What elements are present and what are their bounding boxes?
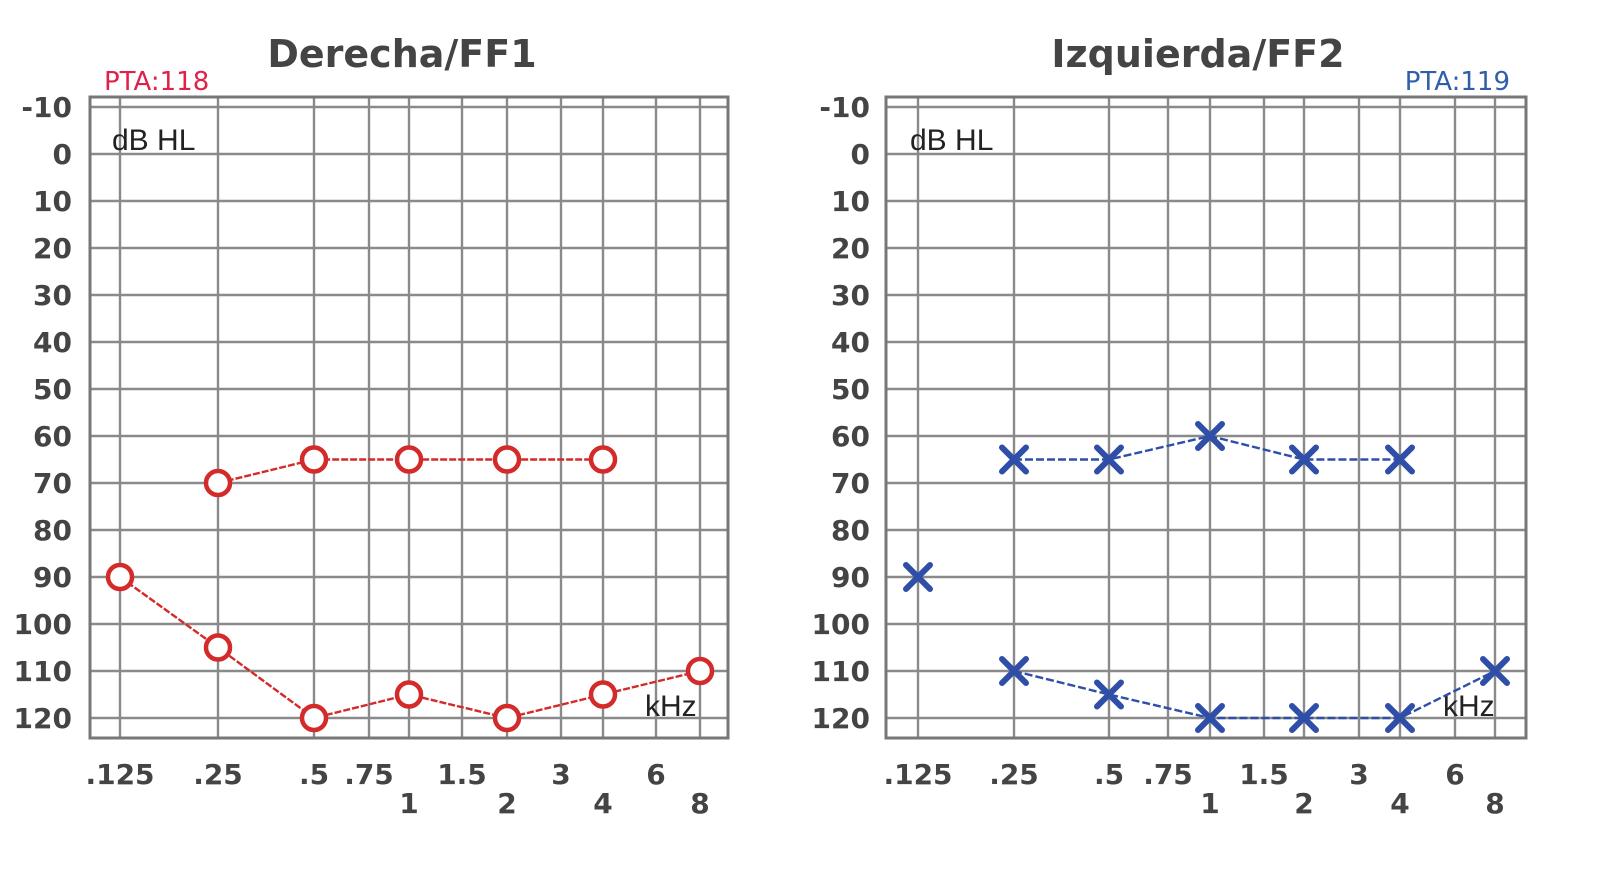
y-tick-label: -10	[819, 91, 870, 124]
data-point-x	[1289, 703, 1319, 733]
y-tick-label: 120	[14, 702, 72, 735]
y-tick-label: 20	[831, 232, 870, 265]
data-point-x	[1385, 444, 1415, 475]
y-tick-label: 30	[33, 279, 72, 312]
x-tick-label: .125	[85, 758, 154, 791]
x-unit-label: kHz	[1443, 690, 1495, 723]
y-tick-label: 70	[831, 467, 870, 500]
y-tick-label: 50	[33, 373, 72, 406]
x-tick-label: .75	[1143, 758, 1193, 791]
x-tick-label: 4	[1390, 787, 1409, 820]
data-point-x	[1480, 656, 1510, 686]
x-tick-label: .25	[989, 758, 1039, 791]
data-point-circle	[588, 680, 618, 709]
data-point-circle	[492, 445, 522, 474]
y-unit-label: dB HL	[112, 124, 195, 157]
data-point-circle	[394, 680, 424, 709]
y-tick-label: 50	[831, 373, 870, 406]
y-tick-label: 80	[33, 514, 72, 547]
y-tick-label: 10	[831, 185, 870, 218]
y-tick-label: 0	[851, 138, 870, 171]
x-tick-label: 1	[1200, 787, 1219, 820]
y-tick-label: 40	[33, 326, 72, 359]
data-point-x	[1195, 421, 1225, 451]
y-tick-label: 60	[831, 420, 870, 453]
y-tick-label: 70	[33, 467, 72, 500]
y-tick-label: -10	[21, 91, 72, 124]
y-tick-label: 0	[53, 138, 72, 171]
x-tick-label: 8	[1485, 787, 1504, 820]
x-tick-label: 3	[1349, 758, 1368, 791]
y-tick-label: 20	[33, 232, 72, 265]
left-ear-audiogram: Izquierda/FF2 PTA:119 -10 0 10 20 30 40 50 60 70 80…	[812, 32, 1528, 820]
data-point-circle	[492, 703, 522, 733]
x-tick-label: 2	[1294, 787, 1313, 820]
data-point-circle	[299, 445, 329, 474]
x-tick-label: 1	[399, 787, 418, 820]
y-tick-label: 120	[812, 702, 870, 735]
plot-frame	[884, 95, 1528, 740]
y-unit-label: dB HL	[910, 124, 993, 157]
y-tick-label: 40	[831, 326, 870, 359]
y-tick-label: 80	[831, 514, 870, 547]
pta-label: PTA:118	[104, 67, 209, 97]
y-tick-label: 100	[812, 608, 870, 641]
data-point-circle	[299, 703, 329, 733]
data-point-x	[1094, 444, 1124, 475]
series-line	[1013, 669, 1496, 720]
data-point-x	[999, 656, 1029, 686]
right-ear-audiogram: Derecha/FF1 PTA:118 -10 0 10 20 30 40 50 60 70 80 90…	[14, 32, 730, 820]
x-tick-label: 4	[593, 787, 612, 820]
data-point-x	[1094, 679, 1124, 710]
x-tick-label: .5	[299, 758, 329, 791]
x-tick-label: 8	[690, 787, 709, 820]
chart-title: Izquierda/FF2	[1051, 32, 1344, 76]
y-tick-label: 90	[831, 561, 870, 594]
y-tick-label: 30	[831, 279, 870, 312]
x-tick-label: 6	[646, 758, 665, 791]
x-tick-label: 6	[1445, 758, 1464, 791]
y-tick-label: 60	[33, 420, 72, 453]
plot-frame	[88, 95, 730, 740]
y-tick-label: 110	[14, 655, 72, 688]
x-tick-label: 1.5	[1239, 758, 1289, 791]
x-unit-label: kHz	[645, 690, 697, 723]
data-point-circle	[588, 445, 618, 474]
y-tick-label: 10	[33, 185, 72, 218]
data-point-x	[1289, 444, 1319, 475]
y-tick-label: 100	[14, 608, 72, 641]
data-point-circle	[203, 468, 233, 498]
x-tick-label: .75	[344, 758, 394, 791]
data-point-x	[903, 562, 933, 592]
x-tick-label: 3	[551, 758, 570, 791]
pta-label: PTA:119	[1405, 67, 1510, 97]
x-tick-label: 2	[497, 787, 516, 820]
x-tick-label: 1.5	[437, 758, 487, 791]
chart-title: Derecha/FF1	[267, 32, 536, 76]
data-point-circle	[203, 633, 233, 662]
x-tick-label: .25	[193, 758, 243, 791]
x-tick-label: .5	[1094, 758, 1124, 791]
y-tick-label: 110	[812, 655, 870, 688]
data-point-x	[1195, 703, 1225, 733]
data-point-x	[1385, 703, 1415, 733]
data-point-circle	[394, 445, 424, 474]
y-tick-label: 90	[33, 561, 72, 594]
x-tick-label: .125	[883, 758, 952, 791]
data-point-circle	[105, 562, 135, 592]
data-point-x	[999, 444, 1029, 475]
data-point-circle	[685, 656, 715, 686]
